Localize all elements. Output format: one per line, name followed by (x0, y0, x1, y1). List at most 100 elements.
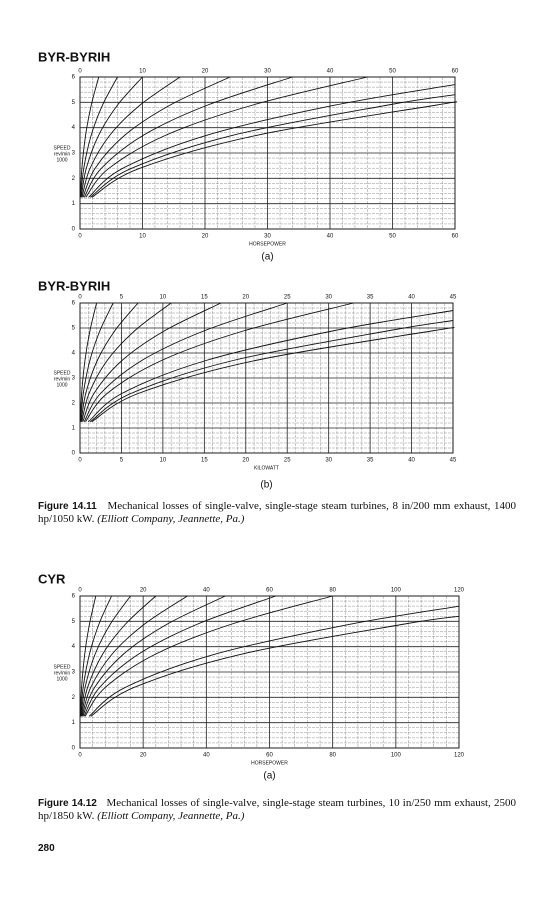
x-tick-label: 50 (389, 234, 396, 240)
page-number: 280 (38, 843, 55, 854)
figure-title: CYR (38, 571, 66, 586)
loss-curve (80, 76, 118, 198)
x-tick-label: 10 (160, 458, 167, 464)
loss-curve (91, 101, 458, 198)
loss-curve (88, 605, 460, 717)
x-tick-label: 20 (242, 295, 249, 301)
x-tick-label: 40 (327, 234, 334, 240)
y-tick-label: 2 (72, 401, 76, 407)
loss-curve (90, 615, 460, 717)
caption-source: (Elliott Company, Jeannette, Pa.) (97, 810, 245, 822)
x-tick-label: 5 (120, 458, 124, 464)
x-tick-label: 20 (140, 753, 147, 759)
loss-curve (83, 76, 293, 198)
y-axis-label: rev/min (54, 670, 71, 676)
x-tick-label: 60 (452, 69, 459, 75)
x-tick-label: 30 (264, 234, 271, 240)
x-tick-label: 35 (367, 458, 374, 464)
x-tick-label: 80 (329, 753, 336, 759)
y-tick-label: 4 (72, 351, 76, 357)
x-tick-label: 15 (201, 458, 208, 464)
loss-curve (83, 595, 276, 717)
x-tick-label: 0 (78, 753, 82, 759)
y-tick-label: 3 (72, 151, 76, 157)
x-tick-label: 45 (450, 458, 457, 464)
loss-curve (80, 302, 139, 422)
figure-title: BYR-BYRIH (38, 278, 110, 293)
loss-curve (80, 302, 114, 422)
y-tick-label: 3 (72, 376, 76, 382)
loss-curve (85, 302, 354, 423)
caption: Figure 14.12 Mechanical losses of single… (38, 797, 516, 823)
y-axis-label: rev/min (54, 376, 71, 382)
y-tick-label: 5 (72, 326, 76, 332)
y-tick-label: 2 (72, 695, 76, 701)
x-tick-label: 30 (264, 69, 271, 75)
x-axis-label: HORSEPOWER (251, 760, 288, 766)
x-tick-label: 60 (266, 753, 273, 759)
x-tick-label: 0 (78, 295, 82, 301)
y-tick-label: 2 (72, 176, 76, 182)
x-tick-label: 100 (391, 753, 402, 759)
figure-title: BYR-BYRIH (38, 49, 110, 64)
loss-curve (80, 595, 131, 717)
x-tick-label: 10 (139, 69, 146, 75)
x-tick-label: 60 (452, 234, 459, 240)
x-tick-label: 15 (201, 295, 208, 301)
x-tick-label: 50 (389, 69, 396, 75)
y-tick-label: 1 (72, 720, 76, 726)
y-tick-label: 1 (72, 201, 76, 207)
x-tick-label: 25 (284, 458, 291, 464)
x-tick-label: 0 (78, 234, 82, 240)
loss-curve (81, 595, 157, 717)
x-tick-label: 80 (329, 588, 336, 594)
caption-label: Figure 14.11 (38, 501, 97, 512)
loss-curve (81, 302, 172, 422)
y-tick-label: 3 (72, 670, 76, 676)
x-tick-label: 40 (408, 295, 415, 301)
y-tick-label: 0 (72, 227, 76, 233)
y-tick-label: 5 (72, 100, 76, 106)
loss-curve (79, 302, 98, 422)
x-tick-label: 5 (120, 295, 124, 301)
loss-curve (79, 76, 100, 198)
x-tick-label: 10 (139, 234, 146, 240)
subcaption: (a) (261, 252, 273, 263)
x-tick-label: 45 (450, 295, 457, 301)
y-axis-label: SPEED (54, 145, 71, 151)
subcaption: (b) (260, 480, 272, 491)
x-tick-label: 120 (454, 588, 465, 594)
caption: Figure 14.11 Mechanical losses of single… (38, 500, 516, 526)
x-axis-label: HORSEPOWER (249, 241, 286, 247)
loss-curve (89, 94, 456, 198)
loss-curve (85, 76, 368, 198)
x-tick-label: 0 (78, 588, 82, 594)
y-tick-label: 5 (72, 619, 76, 625)
y-tick-label: 6 (72, 301, 76, 307)
loss-curve (91, 327, 455, 423)
x-tick-label: 40 (408, 458, 415, 464)
y-tick-label: 4 (72, 644, 76, 650)
x-tick-label: 120 (454, 753, 465, 759)
loss-curve (88, 84, 456, 198)
caption-text: Mechanical losses of single-valve, singl… (38, 500, 516, 525)
y-tick-label: 4 (72, 125, 76, 131)
x-tick-label: 40 (327, 69, 334, 75)
x-tick-label: 60 (266, 588, 273, 594)
loss-curve (81, 595, 188, 717)
x-tick-label: 0 (78, 69, 82, 75)
y-tick-label: 0 (72, 451, 76, 457)
y-tick-label: 0 (72, 746, 76, 752)
y-axis-label: 1000 (56, 382, 67, 388)
x-tick-label: 20 (242, 458, 249, 464)
y-tick-label: 6 (72, 594, 76, 600)
loss-curve (80, 595, 112, 717)
y-tick-label: 1 (72, 426, 76, 432)
y-tick-label: 6 (72, 75, 76, 81)
x-tick-label: 35 (367, 295, 374, 301)
subcaption: (a) (263, 771, 275, 782)
loss-curve (84, 595, 333, 717)
y-axis-label: 1000 (56, 676, 67, 682)
caption-label: Figure 14.12 (38, 798, 97, 809)
